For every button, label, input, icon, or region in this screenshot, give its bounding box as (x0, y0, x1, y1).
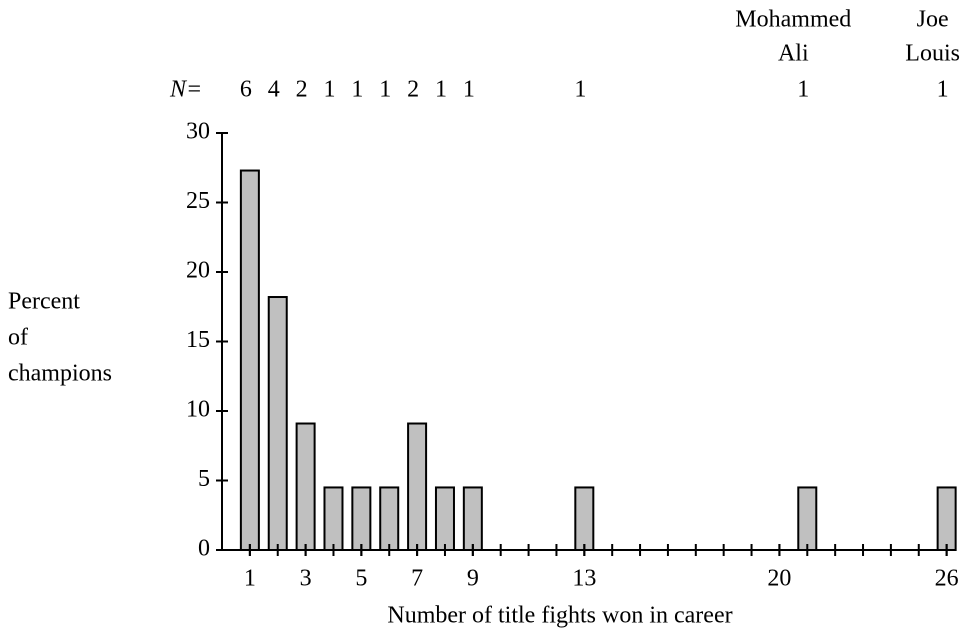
annotation: Ali (778, 41, 809, 67)
n-count: 1 (937, 77, 949, 103)
bar (797, 486, 818, 552)
n-count: 2 (407, 77, 419, 103)
x-tick-label: 13 (572, 566, 596, 592)
annotation: Mohammed (735, 7, 851, 33)
x-tick-label: 1 (244, 566, 256, 592)
x-tick-label: 7 (411, 566, 423, 592)
y-axis-label: champions (8, 361, 112, 387)
y-axis-label: Percent (8, 289, 80, 315)
y-tick-label: 0 (198, 536, 210, 562)
x-tick-label: 26 (935, 566, 959, 592)
bar (407, 422, 428, 552)
n-count: 1 (435, 77, 447, 103)
y-tick-label: 30 (186, 119, 210, 145)
n-count: 6 (240, 77, 252, 103)
n-count: 1 (797, 77, 809, 103)
y-tick-label: 15 (186, 327, 210, 353)
y-axis-label: of (8, 325, 28, 351)
n-count: 1 (379, 77, 391, 103)
n-label: N= (169, 77, 202, 103)
bar (462, 486, 483, 552)
x-tick-label: 20 (767, 566, 791, 592)
bar (434, 486, 455, 552)
x-axis-label: Number of title fights won in career (387, 603, 732, 629)
y-tick-label: 5 (198, 466, 210, 492)
annotation: Louis (905, 41, 960, 67)
n-count: 1 (574, 77, 586, 103)
n-count: 1 (323, 77, 335, 103)
x-tick-label: 5 (355, 566, 367, 592)
bar (239, 169, 260, 551)
bar (351, 486, 372, 552)
bar (295, 422, 316, 552)
n-count: 4 (268, 77, 280, 103)
bar (574, 486, 595, 552)
bar (379, 486, 400, 552)
bar (936, 486, 957, 552)
y-tick-label: 25 (186, 188, 210, 214)
n-count: 1 (463, 77, 475, 103)
bar (267, 296, 288, 551)
x-tick-label: 3 (300, 566, 312, 592)
n-count: 2 (296, 77, 308, 103)
n-count: 1 (351, 77, 363, 103)
x-tick-label: 9 (467, 566, 479, 592)
bar (323, 486, 344, 552)
y-tick-label: 20 (186, 258, 210, 284)
y-tick-label: 10 (186, 397, 210, 423)
annotation: Joe (917, 7, 949, 33)
